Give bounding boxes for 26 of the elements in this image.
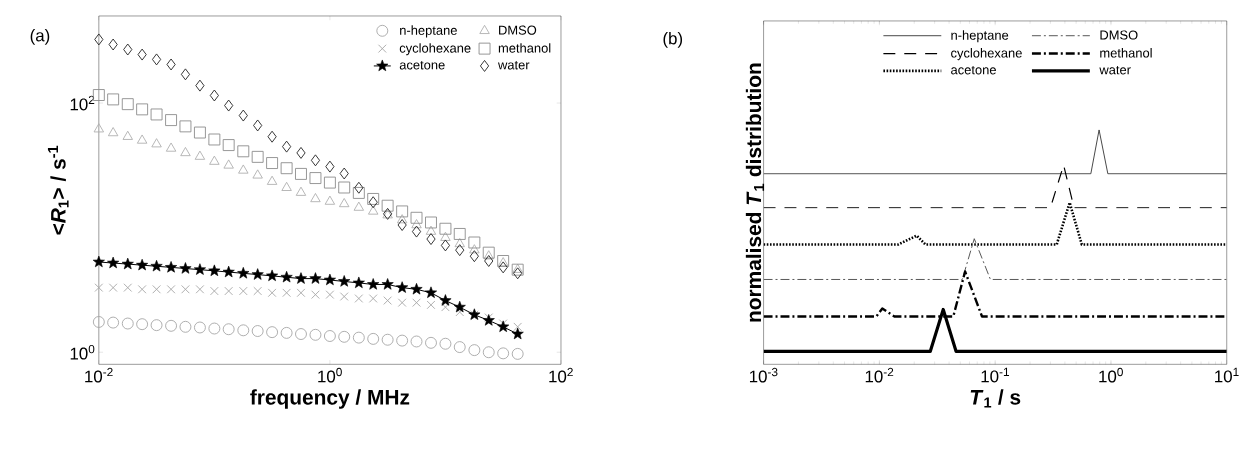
legend-label: DMSO (499, 25, 537, 35)
x-axis-title: T$_{1}$ / s (970, 389, 1021, 408)
legend-label: n-heptane (400, 25, 457, 38)
x-tick-label: 10$^{-1}$ (981, 367, 1009, 383)
x-tick-label: 10$^{0}$ (318, 367, 342, 383)
legend-label: cyclohexane (399, 43, 471, 56)
x-tick-label: 10$^{1}$ (1215, 367, 1239, 383)
x-axis-title: frequency / MHz (250, 389, 410, 409)
x-tick-label: 10$^{-2}$ (85, 367, 113, 383)
legend-label: water (497, 60, 530, 70)
legend-label: n-heptane (951, 30, 1009, 43)
x-tick-label: 10$^{-3}$ (749, 367, 778, 383)
legend-label: methanol (498, 43, 551, 53)
y-axis-title: normalised T$_{1}$ distribution (745, 63, 765, 322)
text: (b) (663, 31, 683, 48)
legend-label: cyclohexane (951, 48, 1022, 61)
x-tick-label: 10$^{2}$ (549, 367, 573, 383)
legend-label: acetone (951, 65, 996, 75)
x-tick-label: 10$^{-2}$ (865, 367, 894, 383)
x-tick-label: 10$^{0}$ (1099, 367, 1123, 383)
legend-label: water (1099, 65, 1131, 75)
legend-label: methanol (1100, 48, 1152, 58)
text: (a) (30, 28, 50, 45)
legend-label: DMSO (1100, 30, 1138, 40)
y-axis-title: <R$_{1}$> / s$^{-1}$ (47, 145, 69, 235)
legend-label: acetone (399, 60, 445, 70)
